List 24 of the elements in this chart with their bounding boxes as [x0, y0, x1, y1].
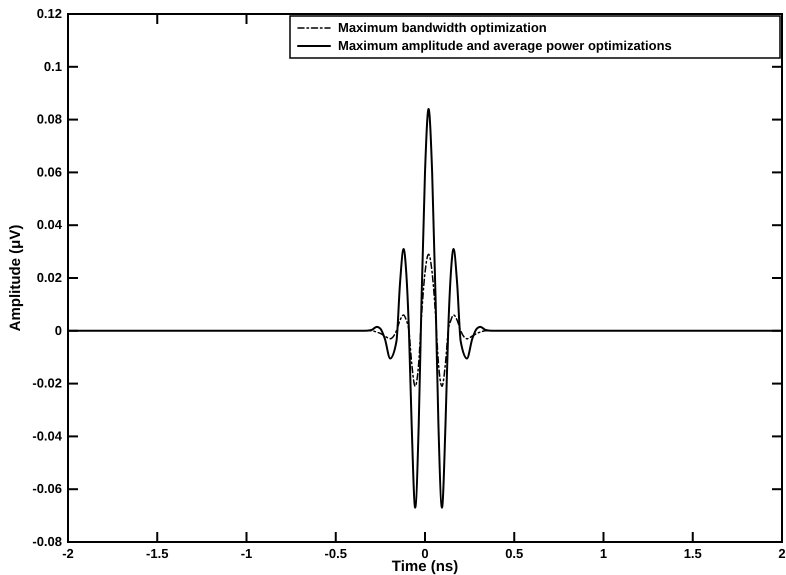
y-tick-label: 0.02 [36, 270, 62, 285]
y-tick-label: -0.06 [32, 481, 62, 496]
x-tick-label: 0 [421, 546, 429, 561]
legend-label: Maximum amplitude and average power optimizations [338, 38, 672, 53]
y-tick-label: 0.08 [36, 112, 62, 127]
y-tick-label: -0.08 [32, 534, 62, 549]
x-tick-label: 0.5 [505, 546, 524, 561]
x-tick-label: -1 [240, 546, 252, 561]
x-tick-label: 2 [778, 546, 786, 561]
y-tick-label: 0.04 [36, 217, 63, 232]
y-tick-label: -0.02 [32, 376, 62, 391]
x-tick-label: 1 [600, 546, 608, 561]
legend-label: Maximum bandwidth optimization [338, 20, 547, 35]
y-axis-title: Amplitude (μV) [7, 224, 24, 332]
x-tick-label: -2 [62, 546, 74, 561]
y-tick-label: 0.12 [36, 6, 62, 21]
x-axis-title: Time (ns) [392, 558, 458, 575]
x-tick-label: 1.5 [684, 546, 702, 561]
y-tick-label: 0 [54, 322, 62, 338]
x-tick-label: -0.5 [324, 546, 347, 561]
y-tick-label: 0.1 [44, 58, 62, 74]
y-tick-label: -0.04 [32, 428, 63, 444]
x-tick-label: -1.5 [146, 546, 168, 561]
y-tick-label: 0.06 [36, 164, 62, 180]
